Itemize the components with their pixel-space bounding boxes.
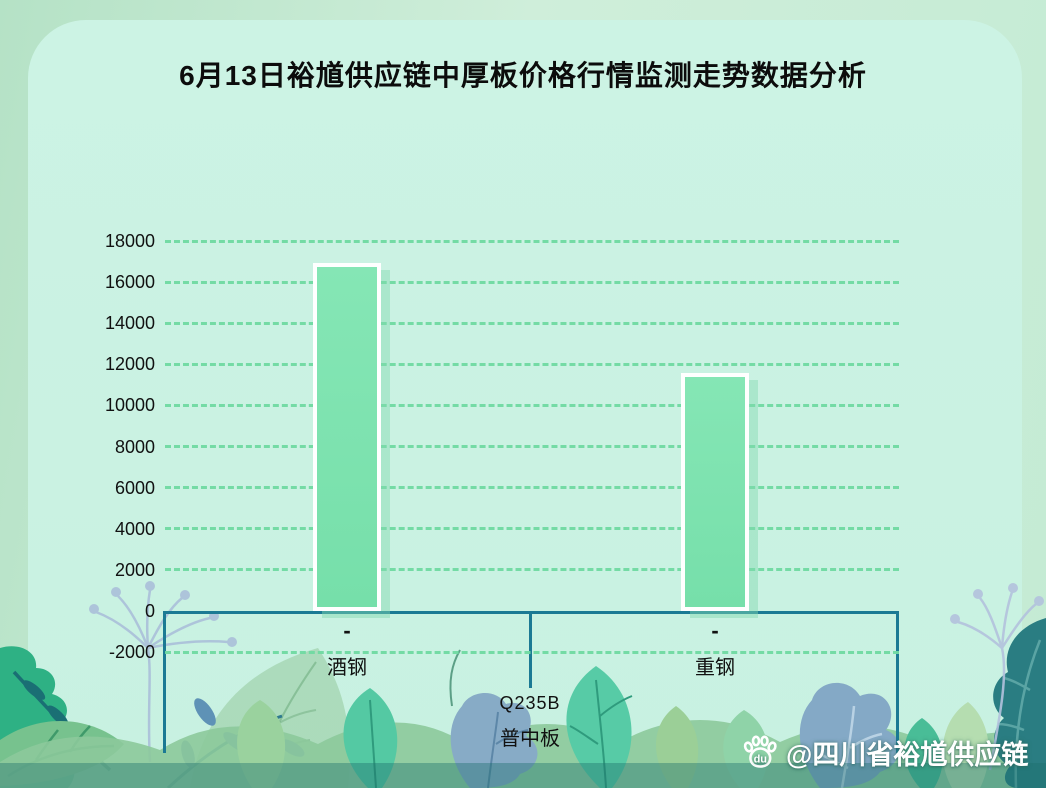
bar-酒钢 xyxy=(313,262,381,611)
gridline xyxy=(165,445,899,449)
y-axis-tick-label: 10000 xyxy=(104,395,155,416)
leaf-icon xyxy=(237,649,989,788)
y-axis-tick-label: 6000 xyxy=(114,477,155,498)
bar-重钢 xyxy=(681,372,749,611)
gridline xyxy=(165,527,899,531)
y-axis-tick-label: 14000 xyxy=(104,313,155,334)
y-axis-tick-label: 12000 xyxy=(104,354,155,375)
oak-leaf-icon xyxy=(993,618,1046,788)
gridline xyxy=(165,486,899,490)
value-label: - xyxy=(343,618,351,643)
svg-text:du: du xyxy=(754,754,767,766)
y-axis-tick-label: 2000 xyxy=(114,559,155,580)
y-axis-tick-label: -2000 xyxy=(108,642,155,663)
watermark: du @四川省裕馗供应链 xyxy=(741,732,1028,772)
bottom-shade-band xyxy=(0,763,1046,788)
y-axis-tick-label: 8000 xyxy=(114,436,155,457)
y-axis-tick-label: 4000 xyxy=(114,518,155,539)
gridline xyxy=(165,321,899,325)
value-label: - xyxy=(711,618,719,643)
gridline xyxy=(165,362,899,366)
watermark-text: @四川省裕馗供应链 xyxy=(786,739,1029,770)
page-title: 6月13日裕馗供应链中厚板价格行情监测走势数据分析 xyxy=(179,60,867,91)
gridline xyxy=(165,568,899,572)
category-label-重钢: 重钢 xyxy=(695,657,735,679)
category-divider-tick xyxy=(529,611,532,688)
x-axis-level-product: 普中板 xyxy=(500,728,560,750)
gridline xyxy=(165,650,899,654)
gridline xyxy=(165,403,899,407)
y-axis-tick-label: 16000 xyxy=(104,272,155,293)
gridline xyxy=(165,239,899,243)
dandelion-icon xyxy=(950,583,1044,771)
x-axis-level-spec: Q235B xyxy=(499,693,561,713)
gridline xyxy=(165,280,899,284)
y-axis-tick-label: 0 xyxy=(144,601,155,621)
y-axis-tick-label: 18000 xyxy=(104,231,155,251)
category-label-酒钢: 酒钢 xyxy=(327,657,367,679)
baidu-paw-icon: du xyxy=(743,735,777,768)
